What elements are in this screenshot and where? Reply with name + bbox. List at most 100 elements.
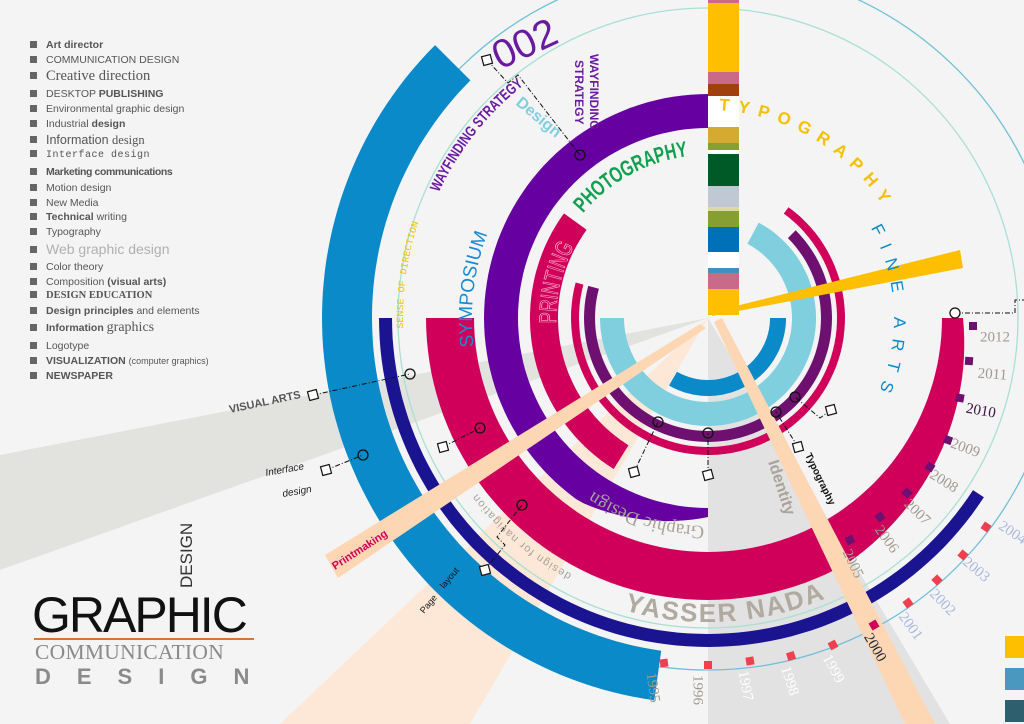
- typography-arc-label-text: TYPOGRAPHY: [719, 95, 895, 207]
- callout-line: [312, 373, 411, 396]
- list-item: Color theory: [30, 260, 103, 274]
- year-square-icon: [874, 511, 886, 523]
- year-label: 2004: [995, 518, 1024, 548]
- color-stripe: [708, 143, 739, 150]
- list-item: Composition (visual arts): [30, 275, 166, 289]
- list-item-label: Logotype: [46, 340, 90, 352]
- beam-2000: [714, 318, 935, 724]
- list-item: Logotype: [30, 339, 89, 353]
- list-item-label: Design principles: [46, 305, 134, 317]
- list-item-label: Interface design: [46, 150, 151, 161]
- bullet-icon: [30, 119, 37, 127]
- callout-connector: [436, 422, 486, 454]
- list-item: Art director: [30, 38, 103, 52]
- list-item: New Media: [30, 196, 99, 210]
- list-item-label: writing: [93, 211, 127, 223]
- callout-circle-icon: [789, 391, 801, 403]
- year-square-icon: [924, 461, 936, 473]
- list-item: VISUALIZATION (computer graphics): [30, 354, 209, 368]
- bullet-icon: [30, 212, 37, 220]
- year-square-icon: [745, 656, 755, 666]
- color-stripe: [708, 268, 739, 273]
- list-item: Design principles and elements: [30, 304, 200, 318]
- callout-connector: [701, 427, 715, 482]
- bullet-icon: [30, 167, 37, 175]
- number-002: 002: [485, 10, 564, 78]
- year-marker: 2001: [895, 597, 926, 643]
- color-stripe: [708, 0, 739, 3]
- bullet-icon: [30, 323, 37, 331]
- color-stripe: [708, 227, 739, 252]
- list-item-label: Motion design: [46, 182, 112, 194]
- list-item: Technical writing: [30, 210, 127, 224]
- year-square-icon: [931, 574, 943, 586]
- year-marker: 1997: [735, 656, 756, 702]
- list-item-label: Technical: [46, 211, 94, 223]
- wayfinding-block-line2: STRATEGY: [572, 60, 586, 124]
- list-item: Motion design: [30, 181, 111, 195]
- color-stripe: [708, 72, 739, 84]
- printmaking-beam: [325, 324, 706, 578]
- year-marker: 1996: [689, 661, 712, 706]
- year-square-icon: [704, 661, 712, 669]
- list-item-label: Creative direction: [46, 68, 151, 84]
- year-square-icon: [964, 356, 974, 366]
- year-square-icon: [902, 597, 914, 609]
- bullet-icon: [30, 245, 37, 253]
- year-marker: 2009: [942, 434, 982, 461]
- year-square-icon: [980, 521, 992, 533]
- bullet-icon: [30, 72, 37, 80]
- list-item: NEWSPAPER: [30, 369, 113, 383]
- callout-square-icon: [319, 463, 333, 477]
- inner-blue-ring: [669, 318, 786, 396]
- purple-arc: [484, 94, 708, 522]
- year-label: 2008: [927, 467, 961, 496]
- year-marker: 1995: [643, 658, 669, 704]
- callout-square-icon: [627, 465, 641, 479]
- list-item-label: Art director: [46, 39, 104, 51]
- year-label: 2012: [980, 330, 1010, 346]
- year-square-icon: [827, 639, 839, 651]
- callout-circle-icon: [770, 406, 782, 418]
- list-item-label: Information: [46, 322, 107, 334]
- bullet-icon: [30, 262, 37, 270]
- color-stripe: [708, 252, 739, 268]
- sense-of-direction-label-text: SENSE OF DIRECTION: [395, 220, 421, 329]
- year-label: 2009: [948, 436, 982, 461]
- year-label: 1997: [735, 670, 756, 703]
- callout-circle-icon: [652, 416, 664, 428]
- list-item-label: NEWSPAPER: [46, 370, 113, 382]
- list-item: DESKTOP PUBLISHING: [30, 87, 163, 101]
- list-item-label: New Media: [46, 197, 99, 209]
- list-item: Information graphics: [30, 321, 154, 335]
- list-item-label: Web graphic design: [46, 241, 170, 257]
- wayfinding-block-line1: WAYFINDING: [587, 54, 601, 130]
- list-item-label: design: [91, 118, 126, 130]
- callout-circle-icon: [404, 368, 416, 380]
- list-item-label: COMMUNICATION DESIGN: [46, 54, 180, 66]
- color-stripe: [708, 3, 739, 72]
- list-item-label: design: [112, 133, 145, 147]
- fine-arts-label-path: [871, 228, 894, 397]
- year-label: 2011: [977, 366, 1007, 384]
- list-item: Typography: [30, 225, 101, 239]
- callout-square-icon: [478, 563, 492, 577]
- callout-line: [325, 454, 364, 471]
- year-square-icon: [785, 650, 797, 662]
- legend-swatch-blue: [1005, 668, 1024, 690]
- callout-line: [955, 299, 1024, 314]
- bullet-icon: [30, 306, 37, 314]
- callout-square-icon: [480, 53, 494, 67]
- list-item-label: Composition: [46, 276, 108, 288]
- peach-wedge: [280, 318, 708, 724]
- dark-purple-ring: [584, 230, 832, 442]
- list-item-label: (computer graphics): [128, 356, 209, 366]
- list-item-label: Environmental graphic design: [46, 103, 185, 115]
- year-square-icon: [901, 487, 913, 499]
- year-marker: 2011: [964, 356, 1008, 384]
- callout-square-icon: [701, 468, 715, 482]
- callout-line: [442, 427, 481, 448]
- bullet-icon: [30, 104, 37, 112]
- callout-connector: [789, 391, 838, 419]
- bullet-icon: [30, 341, 37, 349]
